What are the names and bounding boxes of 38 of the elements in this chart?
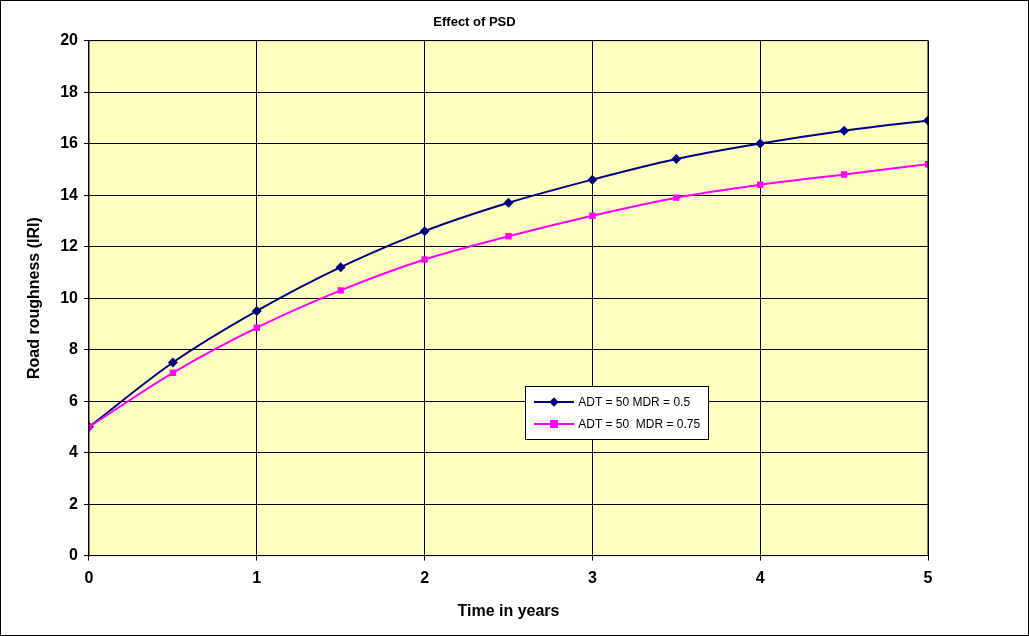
point [587,174,598,185]
x-tick-label: 4 [755,568,765,586]
point [337,287,344,294]
x-tick-label: 1 [252,568,262,586]
y-tick-label: 14 [60,185,79,203]
point [335,262,346,273]
x-tick-label: 3 [587,568,597,586]
x-tick-label: 0 [84,568,94,586]
point [671,154,682,165]
y-tick-label: 8 [69,340,79,358]
point [251,305,262,316]
y-tick-label: 20 [60,31,79,49]
y-tick-label: 4 [69,443,79,461]
point [839,125,850,136]
point [253,324,260,331]
y-tick-label: 12 [60,237,79,255]
point [421,256,428,263]
y-tick-label: 16 [60,134,79,152]
legend-label: ADT = 50 MDR = 0.5 [578,394,691,409]
point [167,357,178,368]
y-tick-label: 18 [60,82,79,100]
point [505,233,512,240]
point [673,194,680,201]
x-axis-title: Time in years [457,601,560,619]
point [503,197,514,208]
legend-label: ADT = 50 MDR = 0.75 [578,416,701,431]
y-tick-label: 10 [60,288,79,306]
y-tick-label: 6 [69,391,79,409]
point [840,171,848,178]
y-axis-title: Road roughness (IRI) [25,217,43,379]
point [755,138,766,149]
y-tick-label: 2 [69,494,79,512]
y-tick-label: 0 [69,546,79,564]
x-tick-label: 2 [420,568,430,586]
point [419,226,430,237]
x-tick-label: 5 [923,568,933,586]
point [589,212,596,219]
chart-title: Effect of PSD [433,14,516,30]
